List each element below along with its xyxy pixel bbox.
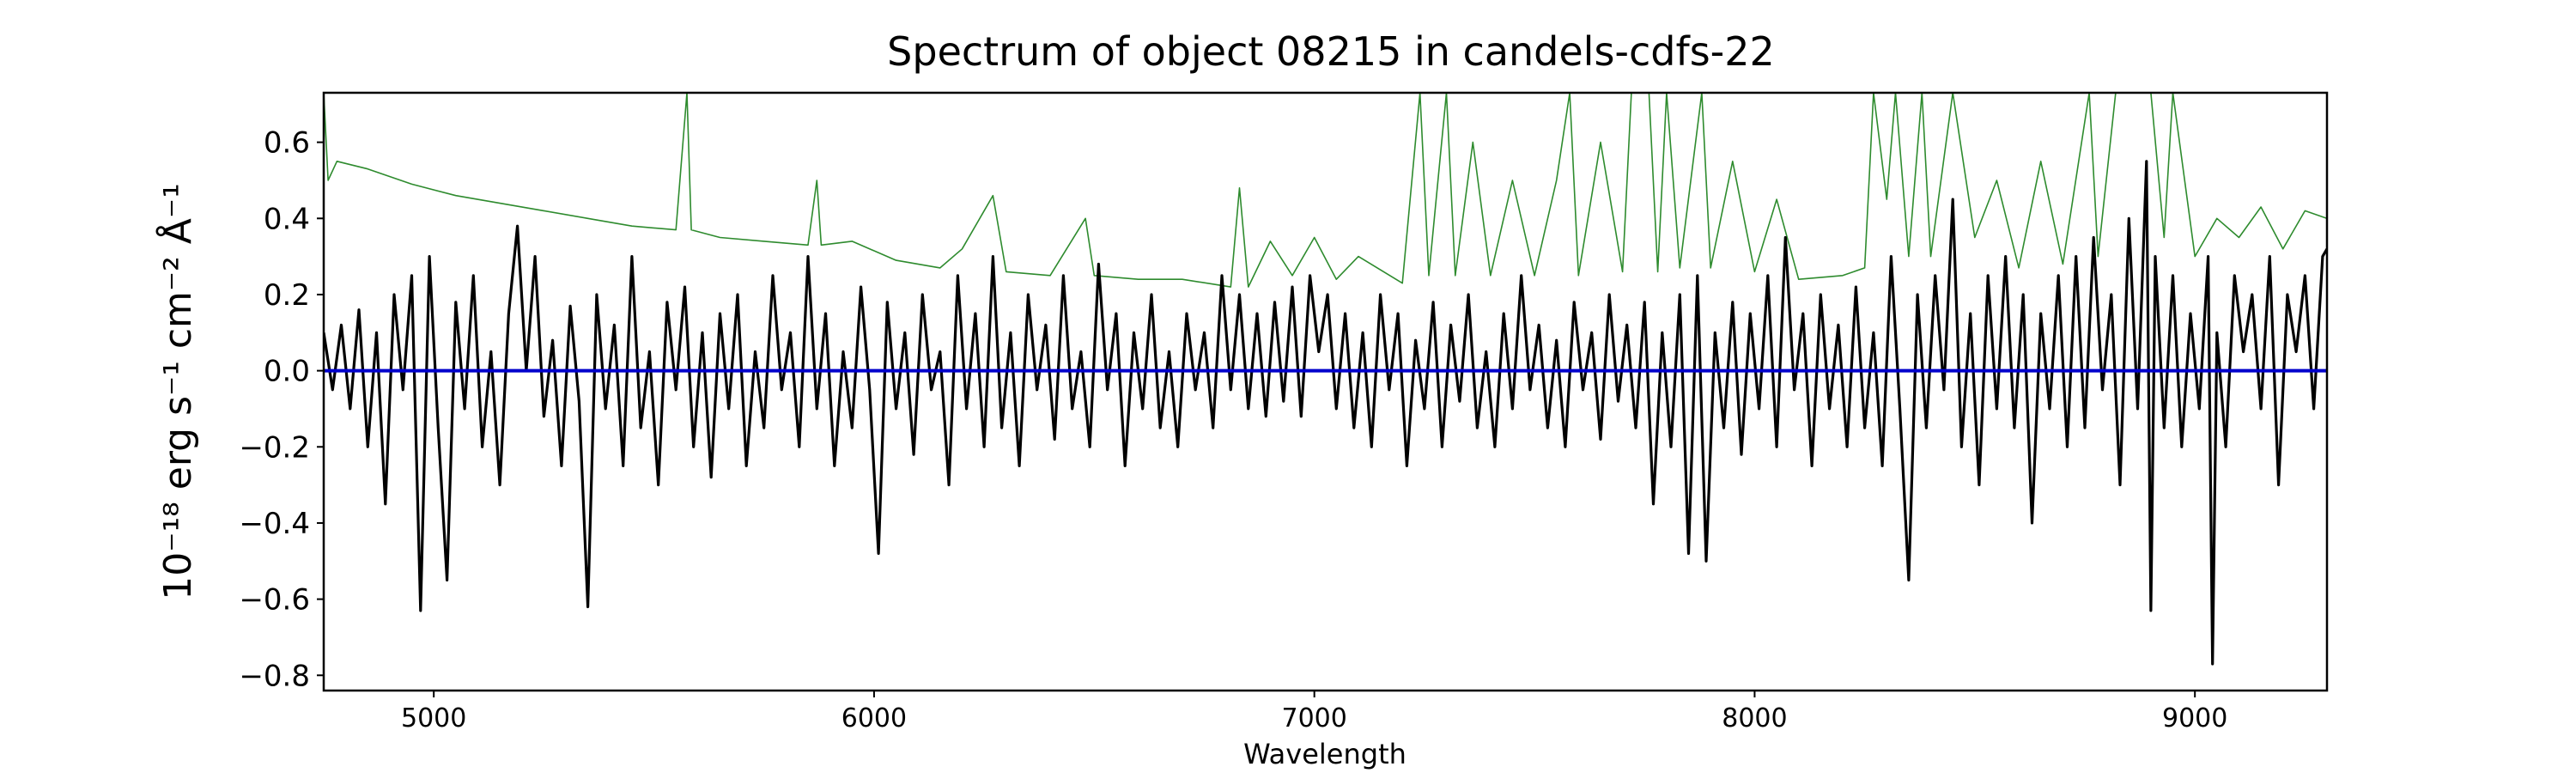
y-tick-label: 0.6 [264, 126, 310, 161]
y-tick-label: 0.4 [264, 202, 310, 236]
chart-title: Spectrum of object 08215 in candels-cdfs… [887, 28, 1775, 75]
plot-frame [322, 91, 2329, 692]
series-layer [324, 93, 2327, 666]
y-axis-label: 10⁻¹⁸ erg s⁻¹ cm⁻² Å⁻¹ [155, 183, 200, 600]
y-tick-label: −0.2 [239, 430, 310, 465]
y-axis: 0.6 0.4 0.2 0.0 −0.2 −0.4 −0.6 −0.8 [239, 126, 324, 693]
x-tick-label: 5000 [401, 703, 466, 733]
x-axis-label: Wavelength [1243, 738, 1406, 770]
error-line [324, 93, 2327, 288]
y-tick-label: 0.0 [264, 355, 310, 389]
x-axis: 5000 6000 7000 8000 9000 [401, 691, 2227, 733]
y-tick-label: −0.6 [239, 583, 310, 618]
y-tick-label: −0.4 [239, 507, 310, 541]
x-tick-label: 7000 [1282, 703, 1347, 733]
x-tick-label: 8000 [1722, 703, 1787, 733]
x-tick-label: 6000 [841, 703, 907, 733]
y-tick-label: −0.8 [239, 659, 310, 693]
y-tick-label: 0.2 [264, 278, 310, 313]
x-tick-label: 9000 [2162, 703, 2227, 733]
